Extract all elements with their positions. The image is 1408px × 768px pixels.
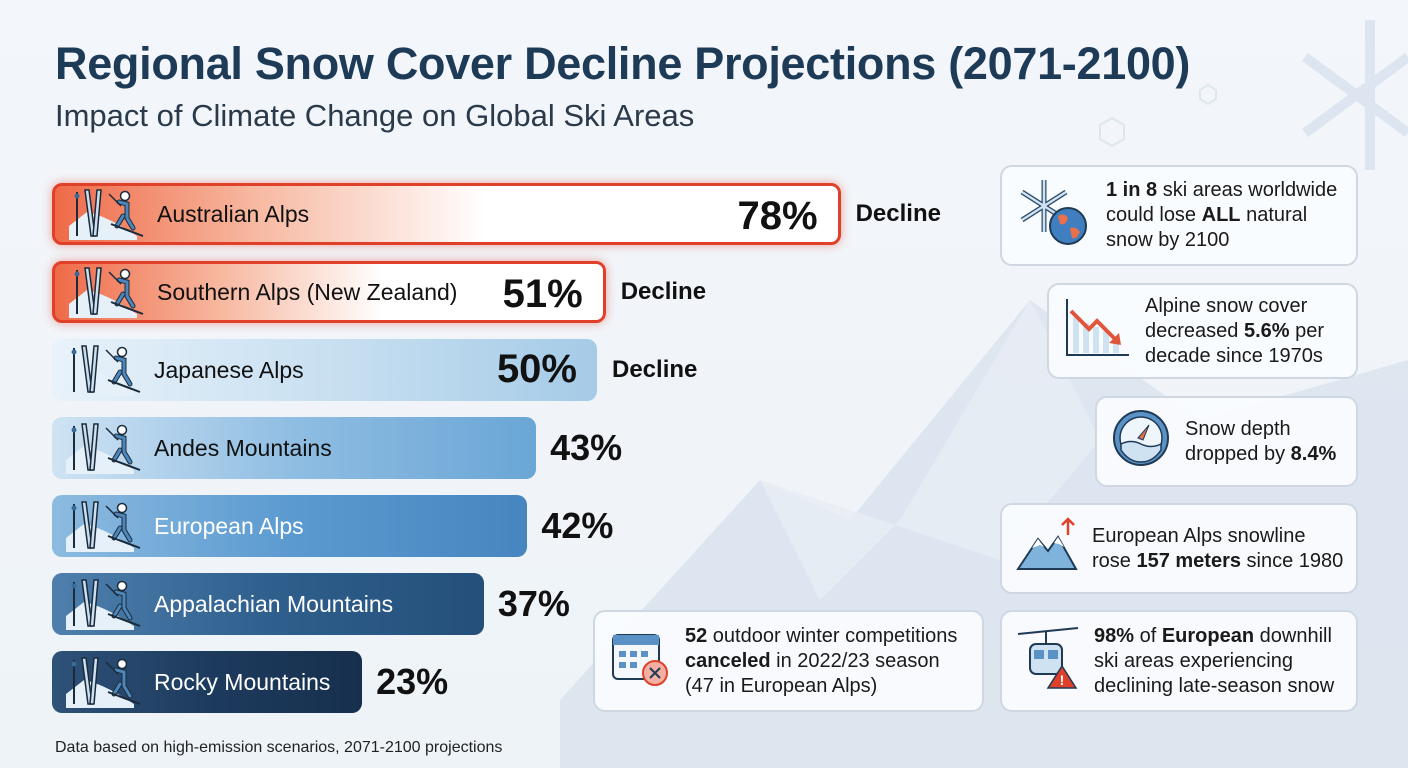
skier-icon	[64, 342, 144, 398]
skier-icon	[64, 576, 144, 632]
decline-label: Decline	[620, 278, 707, 305]
bar-label: Rocky Mountains	[154, 668, 331, 695]
stat-highlight: ALL	[1201, 204, 1241, 226]
stat-text-segment: per decade since 1970s	[1145, 319, 1325, 367]
stat-card-ski-areas: 1 in 8 ski areas worldwide could lose AL…	[1000, 165, 1358, 266]
bar-japanese-alps: Japanese Alps 50%	[52, 339, 597, 401]
stat-card-snowline: European Alps snowline rose 157 meters s…	[1000, 503, 1358, 594]
gondola-warning-icon: !	[1016, 626, 1080, 697]
bar-andes-mountains: Andes Mountains	[52, 417, 537, 479]
bar-appalachian-mountains: Appalachian Mountains	[52, 573, 484, 635]
stat-text-segment: outdoor winter competitions	[707, 624, 958, 647]
bar-value-label: 78%	[737, 194, 818, 238]
bar-value-label: 50%	[496, 347, 577, 391]
snow-depth-gauge-icon	[1111, 408, 1171, 475]
stat-highlight: canceled	[685, 649, 771, 672]
stat-text-segment: Snow depth dropped by	[1185, 417, 1291, 465]
skier-icon	[67, 186, 147, 242]
bar-label: Australian Alps	[157, 200, 310, 227]
stat-card-alpine-snow-cover: Alpine snow cover decreased 5.6% per dec…	[1047, 283, 1358, 379]
stat-text: European Alps snowline rose 157 meters s…	[1092, 524, 1356, 574]
stat-highlight: 8.4%	[1290, 442, 1337, 465]
stat-text: Alpine snow cover decreased 5.6% per dec…	[1145, 294, 1356, 369]
stat-text: 98% of European downhill ski areas exper…	[1094, 624, 1356, 699]
stat-text: 1 in 8 ski areas worldwide could lose AL…	[1106, 178, 1356, 253]
bar-label: Southern Alps (New Zealand)	[157, 278, 458, 305]
stat-text-segment: natural snow by 2100	[1106, 204, 1308, 251]
stat-text-segment: since 1980	[1241, 549, 1344, 572]
stat-highlight: 52	[685, 624, 708, 647]
stat-highlight: 5.6%	[1243, 319, 1290, 342]
stat-text: 52 outdoor winter competitions canceled …	[685, 624, 982, 699]
snowflake-globe-icon	[1016, 176, 1092, 255]
page-title: Regional Snow Cover Decline Projections …	[55, 38, 1191, 89]
stat-text-segment: of	[1134, 624, 1162, 647]
stat-card-snow-depth: Snow depth dropped by 8.4%	[1095, 396, 1358, 487]
stat-highlight: 157 meters	[1136, 549, 1241, 572]
skier-icon	[67, 264, 147, 320]
stat-card-european-downhill: ! 98% of European downhill ski areas expe…	[1000, 610, 1358, 712]
stat-text-segment: European Alps snowline rose	[1092, 524, 1306, 572]
bar-label: Japanese Alps	[154, 356, 304, 383]
calendar-cancel-icon	[609, 627, 671, 696]
bar-southern-alps-new-zealand: Southern Alps (New Zealand) 51%	[52, 261, 606, 323]
stat-text-segment: downhill ski areas experiencing declinin…	[1094, 624, 1335, 697]
bar-label: Andes Mountains	[154, 434, 332, 461]
declining-chart-icon	[1063, 297, 1131, 366]
stat-text-segment: ski areas worldwide could lose	[1106, 179, 1338, 226]
skier-icon	[64, 654, 144, 710]
stat-highlight: 1 in 8	[1106, 179, 1158, 201]
svg-text:!: !	[1060, 672, 1065, 688]
page-subtitle: Impact of Climate Change on Global Ski A…	[55, 98, 695, 133]
skier-icon	[64, 420, 144, 476]
bar-value-label: 43%	[550, 427, 623, 468]
stat-card-competitions: 52 outdoor winter competitions canceled …	[593, 610, 984, 712]
skier-icon	[64, 498, 144, 554]
stat-text-segment: Alpine snow cover decreased	[1145, 294, 1308, 342]
stat-highlight: European	[1161, 624, 1255, 647]
stat-text-segment: in 2022/23 season (47 in European Alps)	[685, 649, 940, 697]
bar-value-label: 23%	[376, 661, 449, 702]
decline-label: Decline	[855, 200, 941, 227]
bar-value-label: 42%	[541, 505, 614, 546]
bar-value-label: 51%	[502, 272, 583, 316]
stat-text: Snow depth dropped by 8.4%	[1185, 417, 1356, 467]
snowflake-decoration-icon	[1302, 20, 1408, 170]
stat-highlight: 98%	[1094, 624, 1135, 647]
footnote: Data based on high-emission scenarios, 2…	[55, 739, 503, 756]
bar-european-alps: European Alps	[52, 495, 528, 557]
bar-label: European Alps	[154, 512, 304, 539]
bar-label: Appalachian Mountains	[154, 590, 394, 617]
bar-rocky-mountains: Rocky Mountains	[52, 651, 363, 713]
bar-value-label: 37%	[497, 583, 570, 624]
mountain-snowline-up-icon	[1016, 517, 1078, 580]
bar-australian-alps: Australian Alps 78%	[52, 183, 841, 245]
decline-label: Decline	[612, 356, 698, 383]
